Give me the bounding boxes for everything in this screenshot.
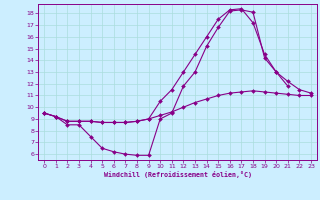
X-axis label: Windchill (Refroidissement éolien,°C): Windchill (Refroidissement éolien,°C) — [104, 171, 252, 178]
